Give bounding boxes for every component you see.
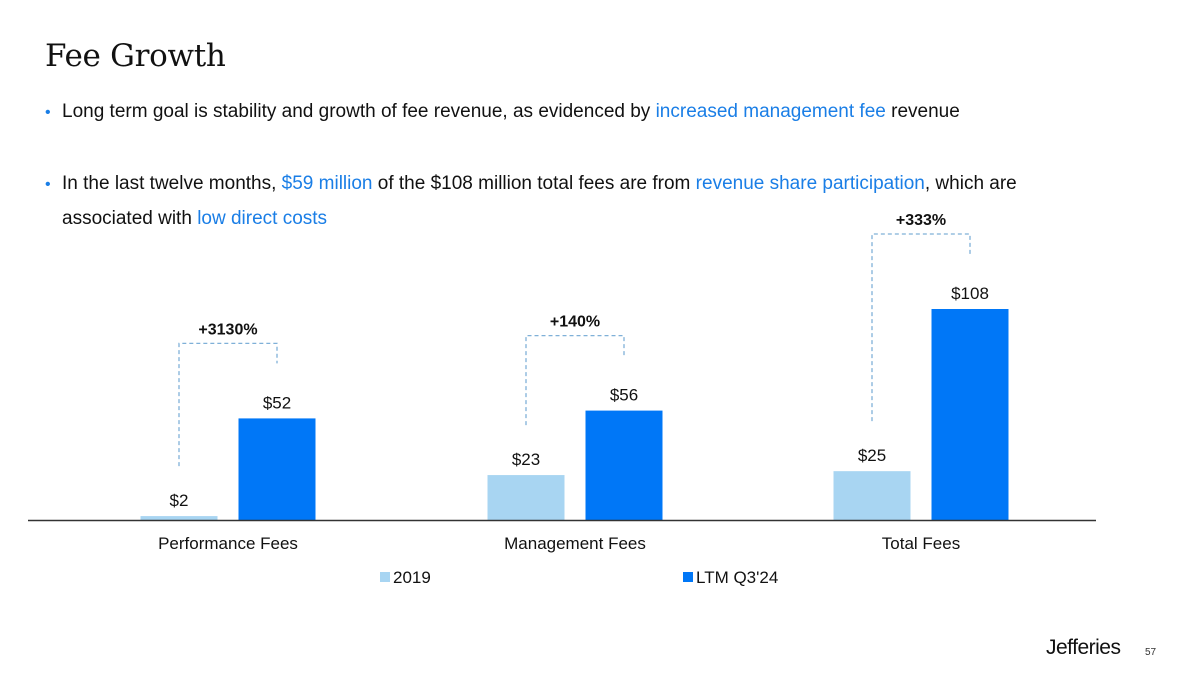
bullet-2-highlight-amount: $59 million bbox=[281, 173, 373, 194]
growth-annotation: +333% bbox=[896, 212, 946, 229]
category-label: Total Fees bbox=[882, 534, 960, 553]
bullet-2-seg-4: , which are bbox=[924, 173, 1017, 194]
growth-annotation: +3130% bbox=[198, 321, 257, 338]
bullet-2-seg-2: of the $108 million total fees are from bbox=[372, 173, 696, 194]
bullet-dot-icon: • bbox=[45, 104, 51, 121]
bar-2019-2 bbox=[833, 471, 911, 520]
bullet-1-seg-0: Long term goal is stability and growth o… bbox=[62, 101, 656, 122]
data-label: $2 bbox=[170, 491, 189, 510]
bar-2019-0 bbox=[140, 516, 218, 520]
growth-connector bbox=[525, 334, 625, 426]
data-label: $25 bbox=[858, 446, 886, 465]
legend-label: 2019 bbox=[393, 568, 431, 587]
jefferies-logo: Jefferies bbox=[1046, 636, 1121, 659]
data-label: $108 bbox=[951, 284, 989, 303]
data-label: $23 bbox=[512, 450, 540, 469]
growth-annotation: +140% bbox=[550, 314, 600, 331]
bullet-1: • Long term goal is stability and growth … bbox=[45, 95, 960, 130]
bullet-2-highlight-revshare: revenue share participation bbox=[695, 173, 925, 194]
bar-2019-1 bbox=[487, 475, 565, 520]
bullet-2-highlight-costs: low direct costs bbox=[197, 208, 328, 229]
page-number: 57 bbox=[1145, 647, 1157, 658]
category-label: Performance Fees bbox=[158, 534, 298, 553]
bar-ltm-q3-24-0 bbox=[238, 418, 316, 520]
legend-swatch bbox=[683, 572, 693, 582]
bullet-2: • In the last twelve months, $59 million … bbox=[45, 167, 1125, 236]
bar-ltm-q3-24-1 bbox=[585, 410, 663, 520]
bullet-1-seg-2: revenue bbox=[885, 101, 960, 122]
bullet-2-cont-0: associated with bbox=[62, 208, 198, 229]
growth-connector bbox=[178, 342, 278, 467]
data-label: $56 bbox=[610, 386, 638, 405]
legend-label: LTM Q3'24 bbox=[696, 568, 778, 587]
legend-swatch bbox=[380, 572, 390, 582]
bullet-1-highlight: increased management fee bbox=[655, 101, 886, 122]
bullet-dot-icon: • bbox=[45, 176, 51, 193]
slide-title: Fee Growth bbox=[45, 38, 226, 74]
growth-connector bbox=[871, 233, 971, 422]
bar-ltm-q3-24-2 bbox=[931, 309, 1009, 520]
data-label: $52 bbox=[263, 393, 291, 412]
bullet-2-seg-0: In the last twelve months, bbox=[62, 173, 282, 194]
category-label: Management Fees bbox=[504, 534, 646, 553]
